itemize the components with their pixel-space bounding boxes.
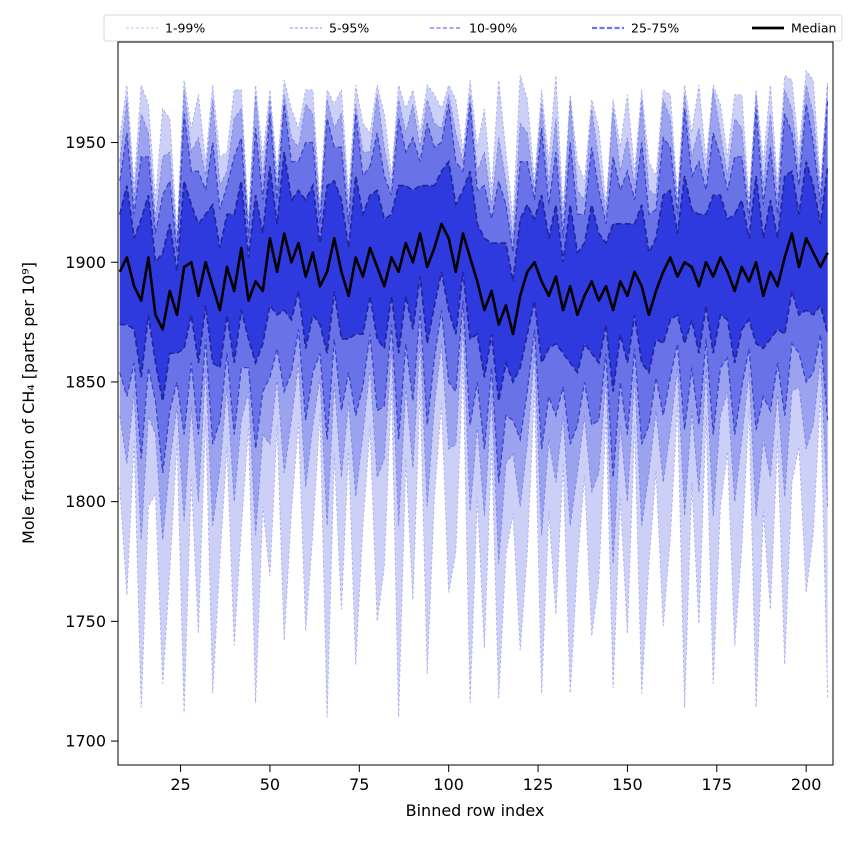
legend-label-1-99: 1-99% <box>165 21 205 36</box>
band-upper-edge-5-95% <box>119 84 829 244</box>
median-line <box>118 222 829 336</box>
plot-frame <box>117 41 834 766</box>
axis-ticks: 25 50 75 100 125 150 175 200 1700 1750 1800 1850 190… <box>65 133 821 794</box>
y-tick-label: 1750 <box>65 612 106 631</box>
legend-item-median: Median <box>752 21 836 36</box>
y-tick-label: 1950 <box>65 133 106 152</box>
y-axis-label: Mole fraction of CH₄ [parts per 10⁹] <box>19 262 38 544</box>
x-axis-label: Binned row index <box>406 801 545 820</box>
band-upper-edge-10-90% <box>119 99 829 253</box>
legend-label-10-90: 10-90% <box>469 21 517 36</box>
y-tick-label: 1900 <box>65 253 106 272</box>
band-upper-edge-25-75% <box>118 151 829 282</box>
legend-item-5-95: 5-95% <box>290 21 369 36</box>
legend: 1-99% 5-95% 10-90% 25-75% Median <box>103 14 843 42</box>
legend-item-25-75: 25-75% <box>592 21 679 36</box>
band-edges <box>118 69 829 718</box>
y-tick-label: 1850 <box>65 372 106 391</box>
x-tick-label: 175 <box>702 775 733 794</box>
y-tick-label: 1800 <box>65 492 106 511</box>
x-tick-label: 50 <box>260 775 280 794</box>
x-tick-label: 100 <box>433 775 464 794</box>
band-fill-25-75% <box>119 152 828 402</box>
x-tick-label: 75 <box>349 775 369 794</box>
legend-item-1-99: 1-99% <box>126 21 205 36</box>
band-lower-edge-10-90% <box>119 300 829 483</box>
x-tick-label: 200 <box>791 775 822 794</box>
legend-item-10-90: 10-90% <box>430 21 517 36</box>
legend-box <box>103 14 843 42</box>
x-tick-label: 150 <box>612 775 643 794</box>
band-fills <box>119 70 828 718</box>
legend-label-25-75: 25-75% <box>631 21 679 36</box>
legend-label-5-95: 5-95% <box>329 21 369 36</box>
band-lower-edge-5-95% <box>119 324 829 564</box>
x-tick-label: 125 <box>523 775 554 794</box>
median-line-group <box>118 222 829 336</box>
legend-label-median: Median <box>791 21 836 36</box>
y-tick-label: 1700 <box>65 732 106 751</box>
band-lower-edge-1-99% <box>119 360 829 718</box>
x-tick-label: 25 <box>170 775 190 794</box>
band-upper-edge-1-99% <box>119 69 829 234</box>
band-lower-edge-25-75% <box>119 271 829 402</box>
